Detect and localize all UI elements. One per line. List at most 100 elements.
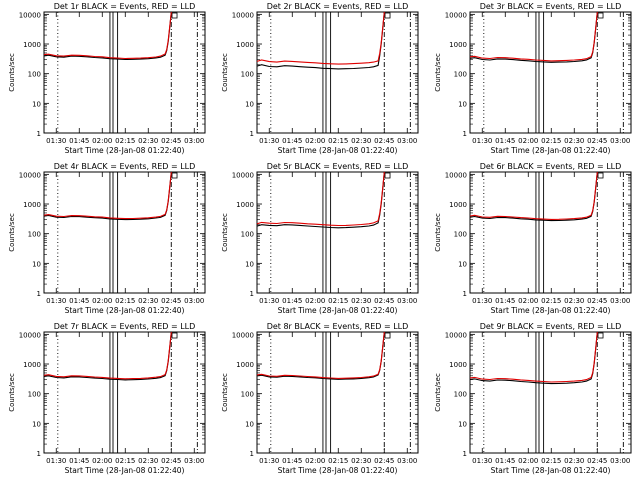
det-7r-ytick-label: 10 [32,420,41,428]
det-8r-lld-series [256,331,385,379]
det-3r-xtick-label: 02:45 [587,137,607,145]
det-4r-xtick-label: 01:45 [69,297,89,305]
det-6r-flag-marker [597,172,604,179]
det-7r-xtick-label: 03:00 [184,457,204,465]
det-6r-title: Det 6r BLACK = Events, RED = LLD [480,162,622,171]
det-6r-xlabel: Start Time (28-Jan-08 01:22:40) [491,306,611,315]
det-3r-ytick-label: 10 [458,100,467,108]
det-8r-xtick-label: 02:15 [328,457,348,465]
det-9r-ytick-label: 1000 [449,361,467,369]
det-6r-ytick-label: 10000 [445,171,467,179]
det-1r-xtick-label: 02:30 [138,137,158,145]
det-9r-panel: Det 9r BLACK = Events, RED = LLD 1 10 100 10… [434,322,632,475]
det-2r-title: Det 2r BLACK = Events, RED = LLD [267,2,409,11]
det-7r-axes-frame [43,331,206,454]
det-8r-ytick-label: 10 [245,420,254,428]
det-7r-xtick-label: 02:30 [138,457,158,465]
det-1r-panel: Det 1r BLACK = Events, RED = LLD 1 10 100 10… [8,2,206,155]
det-9r-xlabel: Start Time (28-Jan-08 01:22:40) [491,466,611,475]
det-3r-events-series [469,11,598,63]
det-9r-xtick-label: 02:15 [541,457,561,465]
det-4r-ytick-label: 10 [32,260,41,268]
det-6r-xtick-label: 01:30 [472,297,492,305]
det-9r-xtick-label: 02:00 [518,457,538,465]
det-3r-ylabel: Counts/sec [434,53,442,92]
det-2r-axes-frame [256,11,419,134]
det-8r-ytick-label: 1 [250,450,254,458]
det-6r-xtick-label: 02:30 [564,297,584,305]
det-9r-xtick-label: 03:00 [610,457,630,465]
det-8r-events-series [256,331,385,380]
det-7r-flag-marker [171,332,178,339]
det-4r-xtick-label: 03:00 [184,297,204,305]
det-6r-ylabel: Counts/sec [434,213,442,252]
det-9r-title: Det 9r BLACK = Events, RED = LLD [480,322,622,331]
det-3r-title: Det 3r BLACK = Events, RED = LLD [480,2,622,11]
det-6r-xtick-label: 02:00 [518,297,538,305]
det-3r-ytick-label: 100 [454,71,467,79]
det-2r-ytick-label: 1 [250,130,254,138]
det-7r-ytick-label: 1 [37,450,41,458]
det-4r-panel: Det 4r BLACK = Events, RED = LLD 1 10 100 10… [8,162,206,315]
det-2r-xtick-label: 03:00 [397,137,417,145]
det-4r-flag-marker [171,172,178,179]
det-3r-xtick-label: 02:15 [541,137,561,145]
det-2r-ytick-label: 100 [241,71,254,79]
det-9r-xtick-label: 02:45 [587,457,607,465]
det-2r-panel: Det 2r BLACK = Events, RED = LLD 1 10 100 10… [221,2,419,155]
det-5r-panel: Det 5r BLACK = Events, RED = LLD 1 10 100 10… [221,162,419,315]
det-6r-xtick-label: 02:45 [587,297,607,305]
det-4r-xtick-label: 02:30 [138,297,158,305]
det-1r-flag-marker [171,12,178,19]
det-2r-ytick-label: 1000 [236,41,254,49]
det-1r-xtick-label: 02:45 [161,137,181,145]
det-8r-xlabel: Start Time (28-Jan-08 01:22:40) [278,466,398,475]
det-7r-xtick-label: 01:30 [46,457,66,465]
det-2r-xtick-label: 02:15 [328,137,348,145]
det-5r-xtick-label: 03:00 [397,297,417,305]
det-8r-xtick-label: 01:30 [259,457,279,465]
det-4r-ytick-label: 10000 [19,171,41,179]
det-2r-xtick-label: 02:45 [374,137,394,145]
det-2r-flag-marker [384,12,391,19]
det-7r-ytick-label: 100 [28,391,41,399]
det-4r-xtick-label: 02:00 [92,297,112,305]
det-1r-xtick-label: 02:00 [92,137,112,145]
det-1r-ytick-label: 10000 [19,11,41,19]
det-1r-ytick-label: 100 [28,71,41,79]
det-9r-flag-marker [597,332,604,339]
det-3r-xtick-label: 01:45 [495,137,515,145]
det-7r-title: Det 7r BLACK = Events, RED = LLD [54,322,196,331]
det-5r-xtick-label: 01:45 [282,297,302,305]
det-7r-xtick-label: 01:45 [69,457,89,465]
det-3r-panel: Det 3r BLACK = Events, RED = LLD 1 10 100 10… [434,2,632,155]
det-6r-axes-frame [469,171,632,294]
det-7r-lld-series [43,331,172,380]
det-3r-xtick-label: 03:00 [610,137,630,145]
det-5r-xtick-label: 02:00 [305,297,325,305]
det-5r-axes-frame [256,171,419,294]
det-1r-xlabel: Start Time (28-Jan-08 01:22:40) [65,146,185,155]
det-5r-ytick-label: 100 [241,231,254,239]
det-2r-ytick-label: 10000 [232,11,254,19]
det-1r-ylabel: Counts/sec [8,53,16,92]
det-4r-ylabel: Counts/sec [8,213,16,252]
det-3r-xtick-label: 01:30 [472,137,492,145]
det-9r-xtick-label: 02:30 [564,457,584,465]
det-1r-lld-series [43,11,172,60]
det-5r-xtick-label: 02:45 [374,297,394,305]
det-8r-xtick-label: 01:45 [282,457,302,465]
det-7r-ytick-label: 10000 [19,331,41,339]
det-2r-ylabel: Counts/sec [221,53,229,92]
det-4r-ytick-label: 1000 [23,201,41,209]
det-5r-ytick-label: 1000 [236,201,254,209]
det-1r-ytick-label: 10 [32,100,41,108]
det-5r-ylabel: Counts/sec [221,213,229,252]
det-9r-ylabel: Counts/sec [434,373,442,412]
det-5r-ytick-label: 1 [250,290,254,298]
det-7r-xtick-label: 02:00 [92,457,112,465]
det-9r-ytick-label: 100 [454,391,467,399]
det-1r-ytick-label: 1 [37,130,41,138]
det-7r-events-series [43,331,172,381]
